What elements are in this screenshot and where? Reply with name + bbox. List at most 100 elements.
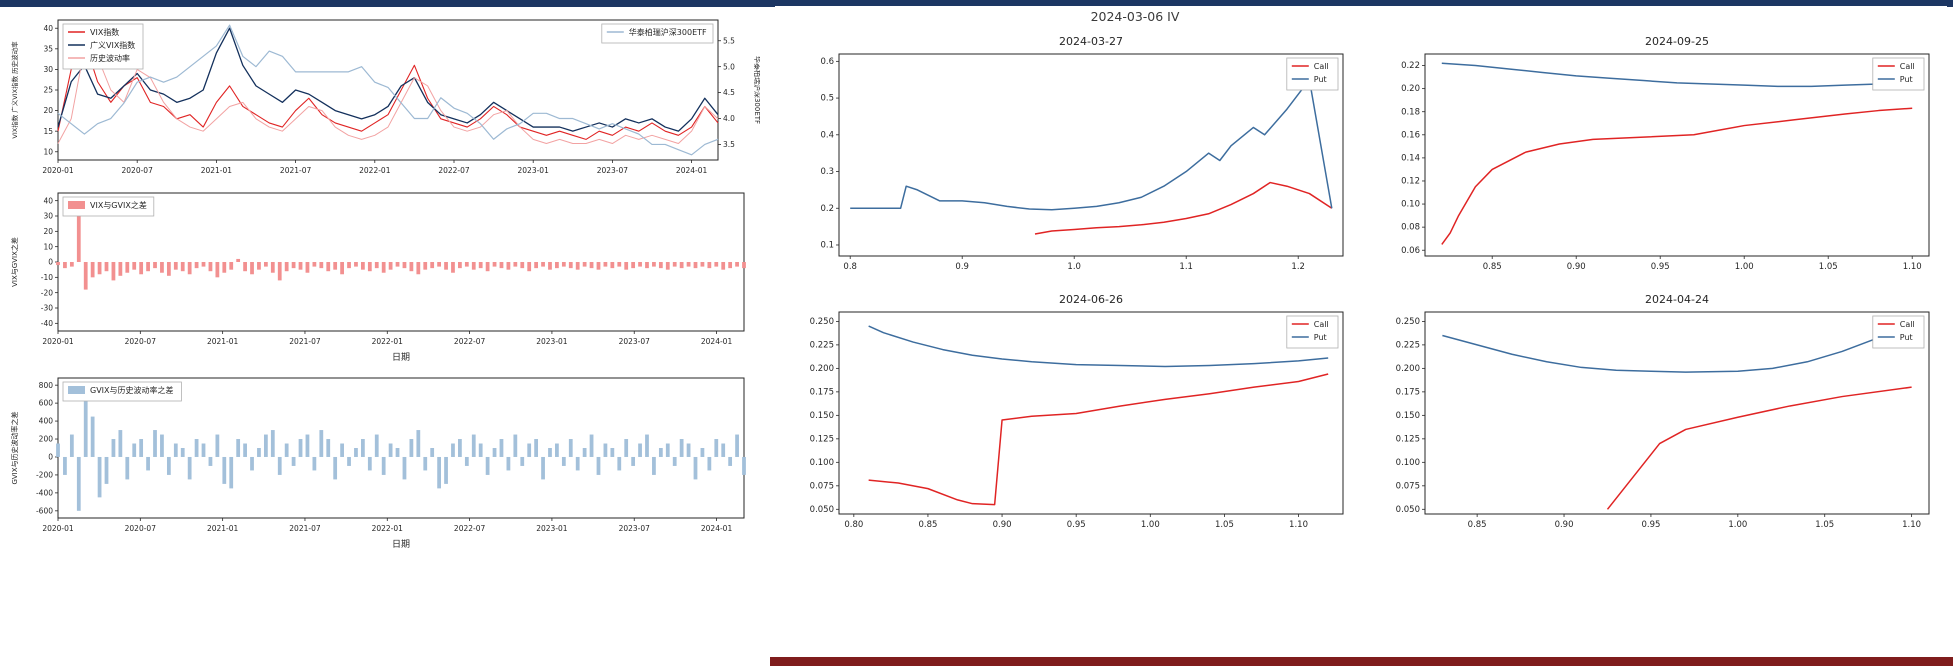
svg-text:0.18: 0.18: [1401, 107, 1420, 117]
subplot-title: 2024-06-26: [1059, 293, 1123, 306]
svg-text:40: 40: [43, 196, 53, 205]
svg-text:2022-07: 2022-07: [454, 337, 486, 346]
legend-label: Call: [1314, 62, 1329, 71]
svg-text:1.00: 1.00: [1735, 262, 1754, 272]
svg-text:200: 200: [39, 435, 54, 444]
svg-text:0.150: 0.150: [810, 411, 834, 421]
svg-text:0.14: 0.14: [1401, 153, 1420, 163]
svg-text:0.250: 0.250: [810, 317, 834, 327]
series-Call: [1441, 107, 1913, 245]
iv_2024_09_25-svg: 2024-09-25 0.06 0.08 0.10 0.12 0.14 0.16 0.18 0.…: [1401, 35, 1930, 272]
bottom-accent-bar: [770, 657, 1953, 666]
svg-text:2020-07: 2020-07: [125, 524, 157, 533]
svg-text:0.250: 0.250: [1396, 317, 1420, 327]
svg-text:1.2: 1.2: [1291, 262, 1305, 272]
svg-text:2020-01: 2020-01: [42, 524, 74, 533]
svg-text:0.85: 0.85: [918, 520, 937, 530]
svg-text:0.22: 0.22: [1401, 61, 1420, 71]
svg-text:2023-01: 2023-01: [518, 166, 550, 175]
left-figure: 10 15 20 25 30 35 40 3.5 4.0 4.5 5.0 5.5 2020-01 2020…: [8, 12, 760, 552]
svg-text:0.95: 0.95: [1067, 520, 1086, 530]
svg-text:0.200: 0.200: [810, 364, 834, 374]
svg-text:0.08: 0.08: [1401, 223, 1420, 233]
svg-text:0.200: 0.200: [1396, 364, 1420, 374]
svg-text:0.225: 0.225: [810, 340, 834, 350]
svg-text:0.3: 0.3: [820, 167, 834, 177]
legend-label: GVIX与历史波动率之差: [90, 385, 174, 395]
svg-text:1.00: 1.00: [1728, 520, 1747, 530]
svg-text:2020-07: 2020-07: [125, 337, 157, 346]
svg-text:0.075: 0.075: [1396, 481, 1420, 491]
svg-text:-400: -400: [36, 488, 53, 497]
svg-text:1.05: 1.05: [1819, 262, 1838, 272]
svg-text:0.175: 0.175: [1396, 387, 1420, 397]
legend-label: Call: [1900, 320, 1915, 329]
svg-text:0.9: 0.9: [955, 262, 969, 272]
chart-vix-gvix-hv-etf: 10 15 20 25 30 35 40 3.5 4.0 4.5 5.0 5.5 2020-01 2020…: [8, 12, 760, 180]
right-figure: 2024-03-06 IV 2024-03-27 0.1 0.2 0.3 0.4 0.5 0…: [775, 6, 1947, 544]
svg-text:0.125: 0.125: [1396, 434, 1420, 444]
svg-text:0.175: 0.175: [810, 387, 834, 397]
chart-iv-2024-04-24: 2024-04-24 0.050 0.075 0.100 0.125 0.150 0.175…: [1361, 286, 1947, 544]
svg-text:0.16: 0.16: [1401, 130, 1420, 140]
y-axis-label: VIX与GVIX之差: [10, 237, 19, 287]
svg-text:0: 0: [48, 453, 53, 462]
svg-text:25: 25: [43, 86, 53, 95]
legend-box: [1286, 57, 1339, 91]
svg-text:0.90: 0.90: [993, 520, 1012, 530]
svg-text:1.00: 1.00: [1141, 520, 1160, 530]
svg-text:2021-07: 2021-07: [280, 166, 312, 175]
legend-label: 华泰柏瑞沪深300ETF: [629, 27, 707, 37]
right-figure-title: 2024-03-06 IV: [1090, 9, 1180, 24]
legend-box: [1872, 57, 1925, 91]
svg-text:4.5: 4.5: [723, 88, 735, 97]
svg-text:0.20: 0.20: [1401, 84, 1420, 94]
svg-text:2023-07: 2023-07: [619, 524, 651, 533]
series-Call: [868, 373, 1329, 506]
subplot-title: 2024-04-24: [1645, 293, 1709, 306]
svg-text:0.90: 0.90: [1567, 262, 1586, 272]
series-Call: [1034, 181, 1333, 235]
series-华泰柏瑞沪深300ETF: [57, 24, 719, 156]
svg-text:2024-01: 2024-01: [701, 337, 733, 346]
svg-text:-10: -10: [41, 273, 53, 282]
svg-text:10: 10: [43, 147, 53, 156]
vix_timeseries-svg: 10 15 20 25 30 35 40 3.5 4.0 4.5 5.0 5.5 2020-01 2020…: [10, 19, 760, 175]
series-VIX指数: [57, 40, 719, 140]
svg-text:800: 800: [39, 381, 54, 390]
svg-text:2021-07: 2021-07: [289, 524, 321, 533]
subplot-title: 2024-09-25: [1645, 35, 1709, 48]
series-VIX与GVIX之差: [56, 205, 746, 290]
legend-label: Put: [1314, 333, 1327, 342]
svg-text:30: 30: [43, 65, 53, 74]
svg-text:0.10: 0.10: [1401, 200, 1420, 210]
chart-vix-gvix-diff: -40 -30 -20 -10 0 10 20 30 40 2020-01 2020-07 2021-…: [8, 185, 760, 365]
svg-text:2021-01: 2021-01: [207, 524, 239, 533]
svg-text:0.06: 0.06: [1401, 246, 1420, 256]
legend-box: [1872, 315, 1925, 349]
svg-text:0.90: 0.90: [1555, 520, 1574, 530]
chart-iv-2024-06-26: 2024-06-26 0.050 0.075 0.100 0.125 0.150 0.175…: [775, 286, 1361, 544]
svg-text:0.6: 0.6: [820, 57, 834, 67]
legend-label: 广义VIX指数: [90, 40, 135, 50]
svg-text:2022-07: 2022-07: [454, 524, 486, 533]
svg-text:0.150: 0.150: [1396, 411, 1420, 421]
svg-text:2020-07: 2020-07: [122, 166, 154, 175]
svg-text:2024-01: 2024-01: [701, 524, 733, 533]
svg-text:20: 20: [43, 106, 53, 115]
svg-text:0.2: 0.2: [820, 204, 834, 214]
svg-text:2023-07: 2023-07: [597, 166, 629, 175]
svg-text:2023-01: 2023-01: [536, 524, 568, 533]
chart-iv-2024-09-25: 2024-09-25 0.06 0.08 0.10 0.12 0.14 0.16 0.18 0.…: [1361, 28, 1947, 286]
svg-text:1.05: 1.05: [1215, 520, 1234, 530]
svg-text:20: 20: [43, 227, 53, 236]
svg-text:3.5: 3.5: [723, 140, 735, 149]
svg-text:10: 10: [43, 242, 53, 251]
svg-text:0.100: 0.100: [1396, 458, 1420, 468]
gvix_hv_diff-svg: -600 -400 -200 0 200 400 600 800 2020-01 2020-07 2…: [10, 377, 746, 550]
iv-subplot-grid: 2024-03-27 0.1 0.2 0.3 0.4 0.5 0.6 0.8 0.9 1.0 1.1…: [775, 28, 1947, 544]
svg-text:5.0: 5.0: [723, 62, 735, 71]
series-Put: [1441, 62, 1913, 88]
chart-gvix-hv-diff: -600 -400 -200 0 200 400 600 800 2020-01 2020-07 2…: [8, 370, 760, 552]
